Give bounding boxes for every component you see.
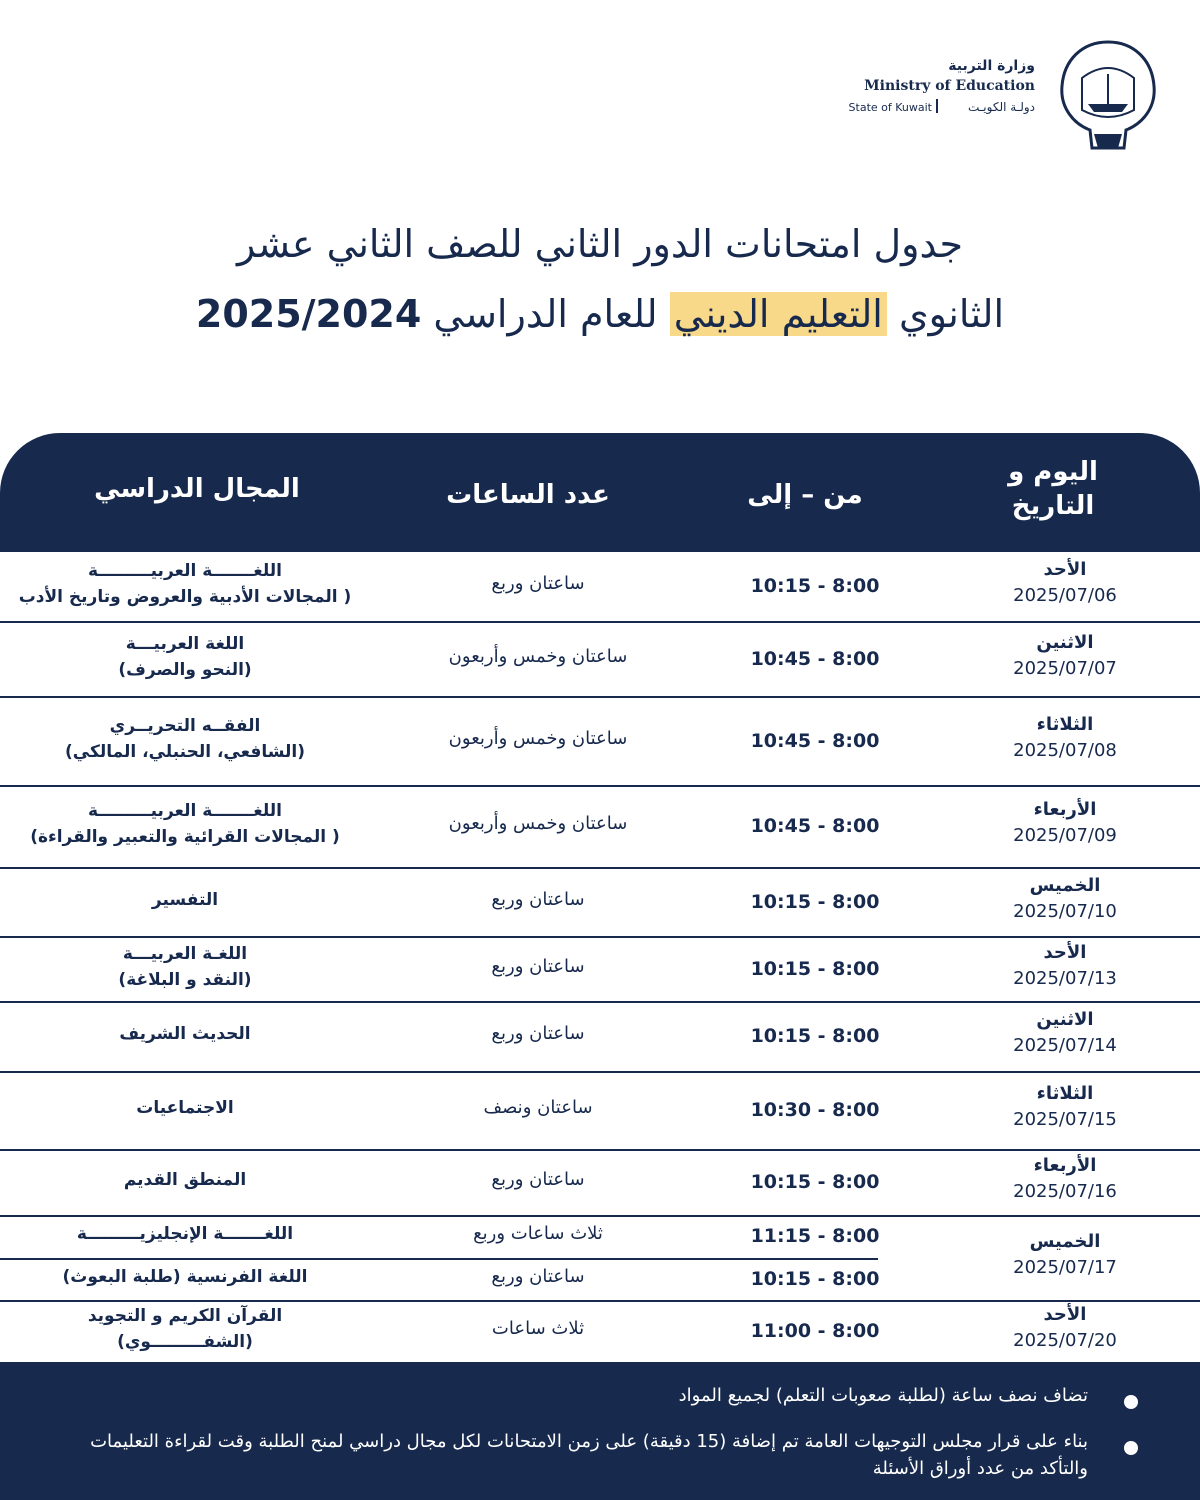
subject: اللغـة العربيـــة <box>122 943 248 964</box>
hours: ثلاث ساعات <box>491 1317 585 1339</box>
day: الأحد <box>1043 1303 1087 1325</box>
row-separator <box>0 621 1200 623</box>
day: الاثنين <box>1036 631 1094 653</box>
day: الأربعاء <box>1033 1155 1097 1176</box>
date: 2025/07/09 <box>1013 825 1117 846</box>
date: 2025/07/17 <box>1013 1256 1117 1278</box>
subject: اللغة الفرنسية (طلبة البعوث) <box>62 1266 308 1287</box>
table-header <box>0 433 1200 552</box>
date: 2025/07/14 <box>1013 1035 1117 1056</box>
time: 10:15 - 8:00 <box>750 1267 880 1290</box>
subject: (النقد و البلاغة) <box>118 969 252 990</box>
hours: ساعتان وربع <box>491 1265 585 1287</box>
subject: الحديث الشريف <box>119 1024 251 1044</box>
day: الأحد <box>1043 559 1087 580</box>
hours: ساعتان وربع <box>491 955 585 977</box>
time: 10:15 - 8:00 <box>750 890 880 913</box>
date: 2025/07/16 <box>1013 1181 1117 1202</box>
subject: التفسير <box>151 889 219 910</box>
row-separator <box>0 1001 1200 1003</box>
subject: (النحو والصرف) <box>118 659 252 680</box>
time: 11:00 - 8:00 <box>750 1319 880 1342</box>
time: 10:15 - 8:00 <box>750 575 880 597</box>
day: الخميس <box>1029 1230 1101 1252</box>
hours: ساعتان وخمس وأربعون <box>448 727 628 749</box>
note-bullet <box>1124 1395 1138 1409</box>
subject: (الشافعي، الحنبلي، المالكي) <box>64 741 306 762</box>
title-highlight: التعليم الديني <box>669 292 887 336</box>
subject: القرآن الكريم و التجويد <box>87 1305 283 1326</box>
state-en: State of Kuwait <box>848 101 932 114</box>
hours: ساعتان ونصف <box>483 1097 593 1118</box>
title-line2: الثانوي التعليم الديني للعام الدراسي 202… <box>0 292 1200 336</box>
hours: ساعتان وربع <box>491 573 585 594</box>
subject: اللغـــــــة العربيـــــــــة <box>88 801 282 821</box>
date: 2025/07/07 <box>1013 657 1117 679</box>
row-separator <box>0 867 1200 869</box>
state-ar: دولـة الكويـت <box>967 100 1035 114</box>
time: 11:15 - 8:00 <box>750 1225 880 1248</box>
date: 2025/07/20 <box>1013 1329 1117 1351</box>
title-year: 2025/2024 <box>195 292 422 336</box>
day: الأحد <box>1043 941 1087 963</box>
subject: المنطق القديم <box>123 1170 247 1190</box>
note: بناء على قرار مجلس التوجيهات العامة تم إ… <box>90 1431 1088 1479</box>
day: الاثنين <box>1036 1009 1094 1030</box>
day: الأربعاء <box>1033 799 1097 820</box>
row-separator <box>0 1215 1200 1217</box>
footer <box>0 1362 1200 1500</box>
row-separator <box>0 1071 1200 1073</box>
note: تضاف نصف ساعة (لطلبة صعوبات التعلم) لجمي… <box>678 1385 1088 1406</box>
row-separator <box>0 1149 1200 1151</box>
time: 10:30 - 8:00 <box>750 1099 880 1121</box>
date: 2025/07/06 <box>1013 585 1117 606</box>
subject: الاجتماعيات <box>136 1098 234 1118</box>
header-cell: المجال الدراسي <box>94 474 300 504</box>
divider <box>936 99 938 113</box>
subject: اللغـــــــة الإنجليزيـــــــــة <box>76 1224 294 1245</box>
hours: ثلاث ساعات وربع <box>473 1223 603 1245</box>
time: 10:15 - 8:00 <box>750 957 880 980</box>
row-separator <box>0 936 1200 938</box>
row-separator <box>0 785 1200 787</box>
date: 2025/07/15 <box>1013 1109 1117 1130</box>
hours: ساعتان وخمس وأربعون <box>448 813 628 834</box>
subject: الفقــه التحريــري <box>109 715 261 736</box>
hours: ساعتان وربع <box>491 888 585 910</box>
time: 10:45 - 8:00 <box>750 729 880 752</box>
title-end: للعام الدراسي <box>433 292 658 336</box>
note-bullet <box>1124 1441 1138 1455</box>
day: الثلاثاء <box>1036 1083 1094 1104</box>
header-cell: من – إلى <box>747 480 863 510</box>
sub-separator <box>0 1257 878 1260</box>
header-cell: عدد الساعات <box>446 480 610 510</box>
row-separator <box>0 1300 1200 1302</box>
subject: ( المجالات القرائية والتعبير والقراءة) <box>30 827 340 847</box>
row-separator <box>0 696 1200 698</box>
hours: ساعتان وربع <box>491 1169 585 1190</box>
hours: ساعتان وخمس وأربعون <box>448 645 628 667</box>
title-start: الثانوي <box>898 292 1005 336</box>
subject: اللغـــــــة العربيـــــــــة <box>88 561 282 581</box>
header-cell: اليوم و التاريخ <box>1008 457 1098 521</box>
title-line1: جدول امتحانات الدور الثاني للصف الثاني ع… <box>237 222 963 266</box>
day: الثلاثاء <box>1036 713 1094 735</box>
logo <box>1060 40 1156 150</box>
ministry-en: Ministry of Education <box>864 78 1035 94</box>
time: 10:45 - 8:00 <box>750 815 880 837</box>
subject: (الشفـــــــــوي) <box>117 1331 253 1352</box>
date: 2025/07/08 <box>1013 739 1117 761</box>
date: 2025/07/13 <box>1013 967 1117 989</box>
subject: اللغة العربيـــة <box>125 633 245 654</box>
hours: ساعتان وربع <box>491 1023 585 1044</box>
time: 10:45 - 8:00 <box>750 647 880 670</box>
time: 10:15 - 8:00 <box>750 1171 880 1193</box>
day: الخميس <box>1029 874 1101 896</box>
date: 2025/07/10 <box>1013 900 1117 922</box>
subject: ( المجالات الأدبية والعروض وتاريخ الأدب <box>18 587 352 607</box>
ministry-ar: وزارة التربية <box>948 58 1035 74</box>
time: 10:15 - 8:00 <box>750 1025 880 1047</box>
